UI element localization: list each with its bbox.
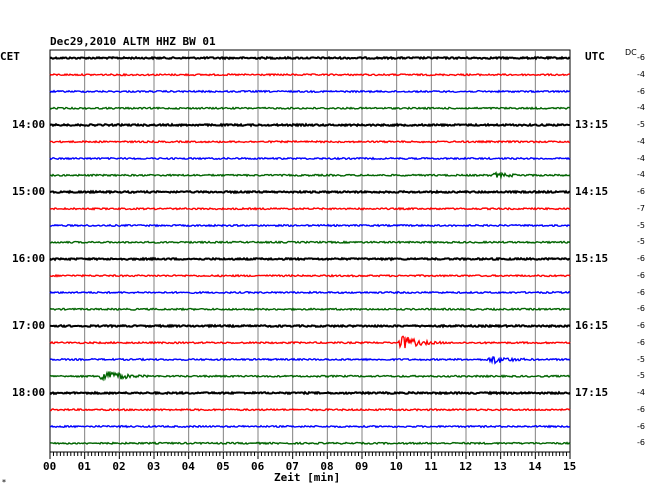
trace-line [49,256,571,262]
left-timezone-label: CET [0,50,20,63]
x-tick-label: 12 [459,460,473,473]
dc-value: -6 [637,421,645,431]
dc-value: -4 [637,136,645,146]
trace-line [49,273,571,278]
dc-label: DC [625,48,637,57]
x-tick-label: 03 [147,460,161,473]
trace-line [49,370,571,382]
x-tick-label: 01 [77,460,91,473]
x-tick-label: 02 [112,460,126,473]
right-timezone-label: UTC [585,50,605,63]
trace-line [49,156,571,161]
x-tick-label: 06 [251,460,265,473]
dc-value: -6 [637,304,645,314]
x-axis-label: Zeit [min] [274,471,341,484]
x-tick-label: 13 [493,460,507,473]
x-tick-label: 08 [320,460,334,473]
x-tick-label: 15 [563,460,577,473]
x-tick-label: 10 [389,460,403,473]
time-axis [49,452,571,459]
dc-value: -4 [637,103,645,113]
trace-line [49,307,571,312]
footnote-mark: * [2,478,6,487]
dc-value: -4 [637,170,645,180]
x-tick-label: 14 [528,460,542,473]
trace-line [49,206,571,211]
left-hour-label: 16:00 [12,252,46,265]
seismic-traces [49,55,571,446]
x-tick-label: 04 [181,460,195,473]
trace-line [49,55,571,61]
left-hour-label: 14:00 [12,118,46,131]
dc-value: -6 [637,337,645,347]
trace-line [49,171,571,180]
x-tick-label: 00 [43,460,57,473]
trace-line [49,290,571,295]
dc-value: -6 [637,86,645,96]
dc-value: -6 [637,404,645,414]
dc-value: -6 [637,438,645,448]
dc-value: -6 [637,254,645,263]
dc-value: -6 [637,321,645,330]
trace-line [49,390,571,396]
x-tick-label: 09 [355,460,369,473]
left-hour-label: 18:00 [12,386,46,399]
trace-line [49,106,571,111]
trace-line [49,240,571,245]
dc-value: -5 [637,371,645,381]
trace-line [49,223,571,228]
dc-value: -6 [637,287,645,297]
x-tick-label: 07 [285,460,299,473]
dc-value: -6 [637,53,645,62]
plot-title: Dec29,2010 ALTM HHZ BW 01 [50,35,216,48]
right-hour-label: 14:15 [575,185,609,198]
trace-line [49,323,571,329]
x-tick-label: 05 [216,460,230,473]
trace-line [49,356,571,365]
trace-line [49,424,571,429]
trace-line [49,72,571,77]
dc-value: -4 [637,388,645,397]
trace-line [49,89,571,94]
trace-line [49,122,571,128]
left-hour-label: 17:00 [12,319,46,332]
trace-line [49,139,571,144]
right-hour-label: 13:15 [575,118,609,131]
trace-line [49,407,571,412]
dc-value: -5 [637,220,645,230]
time-grid [49,49,571,453]
dc-value: -4 [637,153,645,163]
dc-value: -5 [637,237,645,247]
dc-value: -4 [637,69,645,79]
trace-line [49,335,571,350]
dc-value: -6 [637,270,645,280]
dc-value: -5 [637,354,645,364]
dc-value: -7 [637,203,645,213]
trace-line [49,441,571,446]
right-hour-label: 16:15 [575,319,609,332]
left-hour-label: 15:00 [12,185,46,198]
x-tick-label: 11 [424,460,438,473]
trace-line [49,189,571,195]
dc-value: -6 [637,187,645,196]
right-hour-label: 15:15 [575,252,609,265]
right-hour-label: 17:15 [575,386,609,399]
dc-value: -5 [637,120,645,129]
